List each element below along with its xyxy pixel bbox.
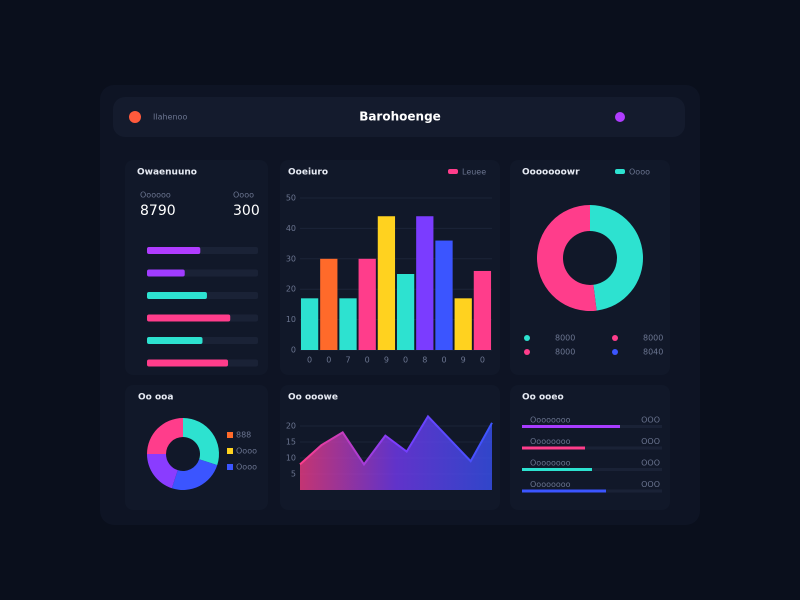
bar — [147, 359, 229, 367]
panel-title: Oo ooa — [138, 393, 173, 403]
legend-dot — [612, 349, 618, 355]
y-tick-label: 30 — [286, 254, 296, 263]
bar — [147, 269, 185, 277]
bar — [435, 240, 453, 350]
bar — [522, 446, 585, 450]
panel-title: Oo ooeo — [522, 393, 564, 403]
legend-swatch — [448, 169, 458, 174]
x-tick-label: 0 — [480, 356, 485, 365]
bar — [454, 298, 472, 350]
row-tag: OOO — [641, 437, 660, 446]
header-title[interactable]: Barohoenge — [359, 110, 441, 124]
row-label: Oooooooo — [530, 416, 571, 425]
kpi-label: Oooo — [233, 191, 254, 200]
y-tick-label: 20 — [286, 422, 296, 431]
legend-label: Oooo — [236, 463, 257, 472]
x-tick-label: 0 — [365, 356, 370, 365]
row-tag: OOO — [641, 459, 660, 468]
y-tick-label: 40 — [286, 224, 296, 233]
row-label: Oooooooo — [530, 437, 571, 446]
donut-segment — [147, 454, 178, 489]
y-tick-label: 50 — [286, 194, 296, 203]
user-icon[interactable] — [615, 112, 625, 122]
kpi-label: Oooooo — [140, 191, 171, 200]
legend-label: 8000 — [555, 348, 575, 357]
logo — [129, 111, 141, 123]
legend-label: Leuee — [462, 168, 486, 177]
area — [300, 416, 492, 490]
y-tick-label: 15 — [286, 438, 296, 447]
header-bar — [113, 97, 685, 137]
legend-label: 8000 — [555, 334, 575, 343]
bar — [147, 337, 203, 344]
panel-title: Oo ooowe — [288, 393, 338, 403]
bar — [416, 216, 434, 350]
legend-swatch — [615, 169, 625, 174]
line — [299, 414, 493, 467]
x-tick-label: 0 — [403, 356, 408, 365]
x-tick-label: 9 — [384, 356, 389, 365]
y-tick-label: 0 — [291, 346, 296, 355]
bar — [522, 425, 620, 428]
row-tag: OOO — [641, 480, 660, 489]
legend-label: 8000 — [643, 334, 663, 343]
legend-swatch — [227, 464, 233, 470]
donut-segment — [537, 205, 597, 311]
legend-label: 8040 — [643, 348, 663, 357]
legend-swatch — [227, 432, 233, 438]
bar — [339, 298, 357, 350]
bar — [300, 298, 319, 350]
bar — [473, 270, 492, 350]
bar — [377, 216, 396, 350]
bar — [522, 468, 592, 471]
legend-swatch — [227, 448, 233, 454]
kpi-value: 8790 — [140, 203, 176, 219]
bar — [358, 258, 376, 350]
legend-label: 888 — [236, 431, 251, 440]
x-tick-label: 8 — [422, 356, 427, 365]
legend-dot — [524, 335, 530, 341]
x-tick-label: 0 — [307, 356, 312, 365]
x-tick-label: 9 — [461, 356, 466, 365]
x-tick-label: 0 — [326, 356, 331, 365]
x-tick-label: 0 — [441, 356, 446, 365]
panel-title: Ooooooowr — [522, 168, 580, 178]
panel-title: Owaenuuno — [137, 168, 197, 178]
y-tick-label: 20 — [286, 285, 296, 294]
legend-dot — [524, 349, 530, 355]
donut-segment — [147, 418, 183, 454]
row-label: Oooooooo — [530, 480, 571, 489]
bar — [522, 489, 606, 493]
y-tick-label: 5 — [291, 470, 296, 479]
bar — [147, 292, 207, 299]
brand: Ilahenoo — [153, 113, 187, 122]
x-tick-label: 7 — [345, 356, 350, 365]
bar — [147, 314, 231, 322]
y-tick-label: 10 — [286, 315, 296, 324]
panel — [510, 160, 670, 375]
legend-label: Oooo — [629, 168, 650, 177]
row-label: Oooooooo — [530, 459, 571, 468]
bar-track — [522, 446, 662, 450]
legend-label: Oooo — [236, 447, 257, 456]
panel-title: Ooeiuro — [288, 168, 328, 178]
bar — [320, 258, 338, 350]
bar — [147, 247, 201, 254]
y-tick-label: 10 — [286, 454, 296, 463]
row-tag: OOO — [641, 416, 660, 425]
legend-dot — [612, 335, 618, 341]
kpi-value: 300 — [233, 203, 260, 219]
donut-segment — [590, 204, 644, 311]
donut-segment — [171, 459, 218, 490]
donut-segment — [183, 418, 219, 466]
bar — [396, 274, 415, 350]
